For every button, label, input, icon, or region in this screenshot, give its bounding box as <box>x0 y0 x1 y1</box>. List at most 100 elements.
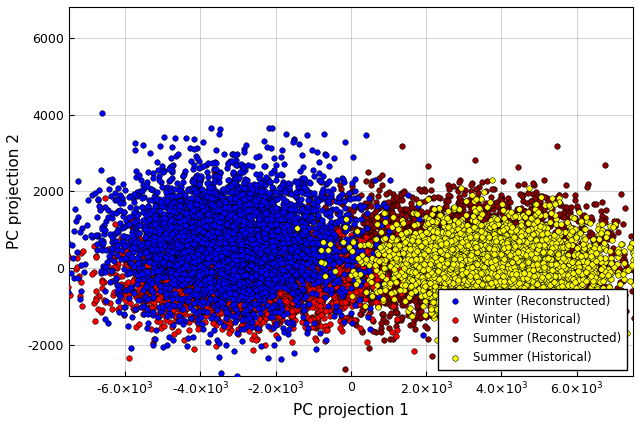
Summer (Historical) <box>524 244 534 251</box>
Winter (Reconstructed) <box>210 175 220 182</box>
Summer (Reconstructed) <box>400 230 410 237</box>
Winter (Reconstructed) <box>184 212 194 219</box>
Winter (Reconstructed) <box>241 253 252 260</box>
Summer (Reconstructed) <box>375 236 385 243</box>
Winter (Historical) <box>260 277 270 283</box>
Winter (Historical) <box>291 267 301 274</box>
Summer (Historical) <box>477 282 487 289</box>
Winter (Reconstructed) <box>285 270 295 277</box>
Summer (Reconstructed) <box>471 186 481 193</box>
Summer (Historical) <box>401 255 412 261</box>
Winter (Reconstructed) <box>138 216 148 223</box>
Winter (Reconstructed) <box>297 233 307 240</box>
Summer (Historical) <box>459 289 469 296</box>
Summer (Reconstructed) <box>410 277 420 284</box>
Summer (Reconstructed) <box>576 259 586 266</box>
Winter (Historical) <box>276 258 287 265</box>
Winter (Reconstructed) <box>319 293 330 300</box>
Winter (Reconstructed) <box>275 193 285 200</box>
Winter (Historical) <box>216 284 227 291</box>
Summer (Reconstructed) <box>438 265 448 272</box>
Winter (Historical) <box>247 252 257 259</box>
Winter (Reconstructed) <box>264 215 274 221</box>
Winter (Reconstructed) <box>188 176 198 182</box>
Winter (Historical) <box>284 255 294 262</box>
Winter (Reconstructed) <box>112 227 122 234</box>
Summer (Historical) <box>515 258 525 264</box>
Summer (Reconstructed) <box>414 284 424 291</box>
Summer (Historical) <box>392 244 403 250</box>
Winter (Reconstructed) <box>253 296 264 303</box>
Winter (Historical) <box>255 250 265 257</box>
Winter (Reconstructed) <box>262 276 273 283</box>
Summer (Historical) <box>465 264 476 271</box>
Summer (Historical) <box>417 243 427 249</box>
Summer (Reconstructed) <box>628 266 639 273</box>
Winter (Reconstructed) <box>194 181 204 188</box>
Summer (Reconstructed) <box>437 268 447 275</box>
Winter (Historical) <box>163 263 173 269</box>
Summer (Historical) <box>566 236 576 243</box>
Summer (Reconstructed) <box>451 265 461 272</box>
Summer (Reconstructed) <box>438 290 449 297</box>
Winter (Historical) <box>272 269 282 276</box>
Summer (Reconstructed) <box>525 226 536 232</box>
Summer (Reconstructed) <box>339 287 349 294</box>
Summer (Historical) <box>533 236 543 243</box>
Winter (Reconstructed) <box>257 220 267 227</box>
Summer (Reconstructed) <box>543 283 554 290</box>
Winter (Historical) <box>208 272 218 279</box>
Winter (Reconstructed) <box>145 210 156 216</box>
Winter (Reconstructed) <box>233 250 243 257</box>
Winter (Historical) <box>218 241 228 248</box>
Winter (Reconstructed) <box>132 255 142 261</box>
Summer (Historical) <box>500 263 511 269</box>
Summer (Historical) <box>586 273 596 280</box>
Summer (Historical) <box>521 244 531 251</box>
Winter (Historical) <box>180 249 190 256</box>
Winter (Reconstructed) <box>133 277 143 283</box>
Winter (Reconstructed) <box>269 242 280 249</box>
Winter (Reconstructed) <box>54 200 64 207</box>
Summer (Historical) <box>532 243 542 249</box>
Summer (Reconstructed) <box>332 266 342 273</box>
Winter (Reconstructed) <box>167 228 177 235</box>
Summer (Reconstructed) <box>430 282 440 289</box>
Winter (Historical) <box>241 298 252 304</box>
Summer (Historical) <box>396 231 406 238</box>
Summer (Historical) <box>488 278 498 284</box>
Winter (Reconstructed) <box>75 228 85 235</box>
Summer (Historical) <box>481 252 492 259</box>
Winter (Historical) <box>289 245 299 252</box>
Summer (Reconstructed) <box>413 225 423 232</box>
Winter (Reconstructed) <box>209 234 219 241</box>
Summer (Reconstructed) <box>342 211 352 218</box>
Summer (Reconstructed) <box>427 239 437 246</box>
Winter (Historical) <box>191 296 202 303</box>
Winter (Historical) <box>237 224 248 231</box>
Summer (Historical) <box>504 262 515 269</box>
Winter (Historical) <box>275 309 285 316</box>
Summer (Historical) <box>468 241 479 248</box>
Summer (Historical) <box>528 282 538 289</box>
Summer (Historical) <box>538 255 548 262</box>
Winter (Reconstructed) <box>220 224 230 231</box>
Summer (Reconstructed) <box>370 276 380 283</box>
Summer (Reconstructed) <box>419 264 429 270</box>
Winter (Reconstructed) <box>188 201 198 207</box>
Winter (Reconstructed) <box>245 265 255 272</box>
Summer (Reconstructed) <box>353 271 364 278</box>
Summer (Reconstructed) <box>482 269 492 275</box>
Winter (Reconstructed) <box>252 281 262 288</box>
Winter (Reconstructed) <box>129 240 139 247</box>
Winter (Reconstructed) <box>247 229 257 236</box>
Summer (Historical) <box>417 234 427 241</box>
Summer (Historical) <box>538 283 548 290</box>
Summer (Reconstructed) <box>364 243 374 249</box>
Winter (Reconstructed) <box>131 271 141 278</box>
Winter (Historical) <box>246 252 256 259</box>
Winter (Historical) <box>225 266 235 273</box>
Summer (Reconstructed) <box>431 278 442 285</box>
Winter (Historical) <box>257 283 268 289</box>
Summer (Reconstructed) <box>351 264 361 271</box>
